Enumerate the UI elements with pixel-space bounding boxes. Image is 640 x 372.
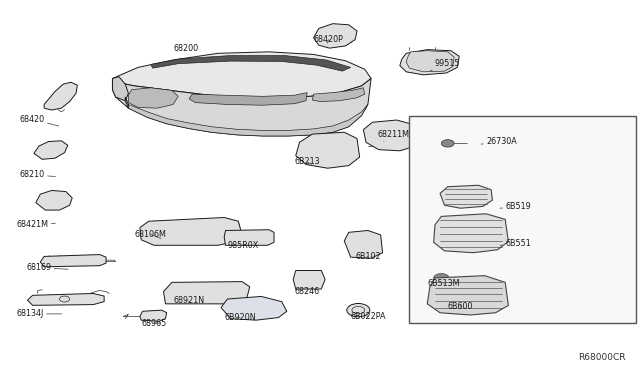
Polygon shape <box>34 141 68 159</box>
Polygon shape <box>140 310 167 321</box>
Polygon shape <box>129 88 178 108</box>
Polygon shape <box>40 254 106 267</box>
Polygon shape <box>113 52 371 98</box>
Text: 68421M: 68421M <box>17 221 56 230</box>
Text: 26730A: 26730A <box>481 137 516 146</box>
Text: 68106M: 68106M <box>135 230 166 239</box>
Polygon shape <box>428 276 508 315</box>
Polygon shape <box>344 231 383 258</box>
Bar <box>410 116 636 323</box>
Text: 99515: 99515 <box>430 59 460 71</box>
Polygon shape <box>151 55 351 71</box>
Text: 6B022PA: 6B022PA <box>351 312 386 321</box>
Polygon shape <box>296 132 360 168</box>
Polygon shape <box>293 270 325 289</box>
Text: 6B513M: 6B513M <box>428 279 460 288</box>
Text: 68210: 68210 <box>20 170 56 179</box>
Text: 68921N: 68921N <box>173 296 204 305</box>
Text: 6B551: 6B551 <box>500 239 531 248</box>
Text: 6B102: 6B102 <box>355 252 381 261</box>
Text: 68420: 68420 <box>20 115 59 126</box>
Circle shape <box>434 273 449 282</box>
Text: 6B213: 6B213 <box>294 157 320 166</box>
Polygon shape <box>36 190 72 210</box>
Polygon shape <box>312 88 365 102</box>
Polygon shape <box>44 82 77 110</box>
Text: 68246: 68246 <box>294 287 319 296</box>
Circle shape <box>347 304 370 317</box>
Polygon shape <box>164 282 250 304</box>
Polygon shape <box>113 78 371 136</box>
Text: 68420P: 68420P <box>314 35 344 44</box>
Polygon shape <box>406 51 454 72</box>
Text: 985R0X: 985R0X <box>227 241 259 250</box>
Text: 68965: 68965 <box>141 319 166 328</box>
Polygon shape <box>125 97 129 108</box>
Text: 6B600: 6B600 <box>448 302 473 311</box>
Circle shape <box>442 140 454 147</box>
Polygon shape <box>224 230 274 245</box>
Polygon shape <box>434 214 508 253</box>
Text: R68000CR: R68000CR <box>578 353 625 362</box>
Polygon shape <box>129 105 368 136</box>
Text: 6B519: 6B519 <box>500 202 531 211</box>
Polygon shape <box>140 218 242 245</box>
Text: 68134J: 68134J <box>17 310 62 318</box>
Text: 68169: 68169 <box>26 263 68 272</box>
Polygon shape <box>28 294 104 305</box>
Polygon shape <box>400 49 460 75</box>
Polygon shape <box>440 185 492 208</box>
Polygon shape <box>221 296 287 320</box>
Polygon shape <box>189 93 307 105</box>
Text: 68200: 68200 <box>173 44 198 57</box>
Polygon shape <box>364 120 421 151</box>
Text: 68211M: 68211M <box>378 129 410 141</box>
Polygon shape <box>113 77 129 101</box>
Text: 6B920N: 6B920N <box>224 313 256 322</box>
Polygon shape <box>314 24 357 48</box>
